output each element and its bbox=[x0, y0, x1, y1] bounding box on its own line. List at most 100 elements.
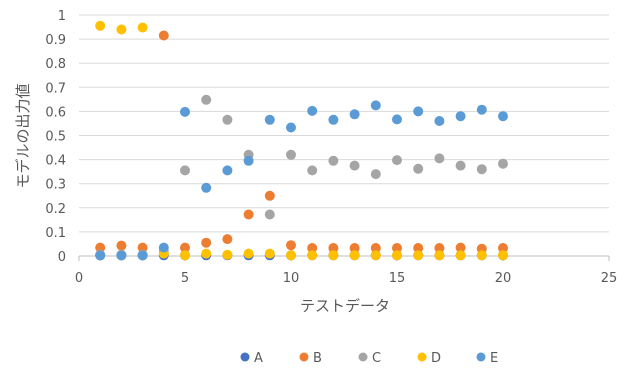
point-d bbox=[137, 22, 148, 33]
point-c bbox=[201, 94, 212, 105]
point-b bbox=[95, 242, 106, 253]
point-e bbox=[413, 106, 424, 117]
y-tick-label: 0 bbox=[58, 250, 66, 265]
axes bbox=[78, 255, 610, 261]
point-c bbox=[413, 163, 424, 174]
y-tick-label: 0.4 bbox=[45, 154, 66, 169]
y-tick-label: 0.2 bbox=[45, 202, 66, 217]
point-b bbox=[264, 190, 275, 201]
point-b bbox=[328, 243, 339, 253]
y-tick-label: 0.8 bbox=[45, 57, 66, 72]
y-tick-label: 0.9 bbox=[45, 33, 66, 48]
point-c bbox=[180, 165, 190, 176]
point-c bbox=[286, 149, 296, 160]
point-e bbox=[434, 116, 445, 126]
point-d bbox=[307, 250, 318, 261]
point-d bbox=[498, 250, 508, 261]
point-e bbox=[328, 114, 339, 125]
point-b bbox=[392, 243, 402, 253]
x-tick-label: 20 bbox=[495, 271, 512, 286]
legend-marker-a bbox=[240, 352, 250, 362]
point-e bbox=[286, 122, 296, 133]
point-c bbox=[328, 155, 339, 166]
y-axis-title: モデルの出力値 bbox=[14, 83, 32, 188]
point-e bbox=[116, 250, 127, 261]
x-tick-labels: 0 5 10 15 20 25 bbox=[75, 271, 617, 286]
point-b bbox=[370, 243, 381, 253]
y-tick-label: 0.3 bbox=[45, 178, 66, 193]
point-e bbox=[476, 104, 487, 115]
point-e bbox=[455, 111, 466, 122]
point-d bbox=[222, 249, 233, 260]
point-e bbox=[264, 114, 275, 125]
point-b bbox=[137, 242, 148, 253]
point-d bbox=[95, 20, 106, 31]
x-tick-label: 10 bbox=[283, 271, 300, 286]
point-d bbox=[180, 250, 190, 261]
point-b bbox=[413, 243, 424, 253]
point-e bbox=[498, 111, 508, 122]
point-e bbox=[243, 155, 254, 166]
point-d bbox=[370, 250, 381, 261]
x-axis-title: テストデータ bbox=[300, 297, 390, 315]
y-tick-label: 0.6 bbox=[45, 105, 66, 120]
point-d bbox=[434, 250, 445, 261]
y-tick-label: 1 bbox=[58, 9, 66, 24]
point-c bbox=[498, 158, 508, 169]
legend-label-c: C bbox=[372, 351, 381, 366]
point-d bbox=[286, 250, 296, 261]
y-tick-label: 0.7 bbox=[45, 81, 66, 96]
point-b bbox=[455, 242, 466, 253]
point-e bbox=[201, 182, 212, 193]
point-b bbox=[349, 243, 360, 253]
point-b bbox=[498, 243, 508, 253]
x-tick-label: 15 bbox=[389, 271, 406, 286]
point-c bbox=[349, 160, 360, 171]
legend-label-a: A bbox=[254, 351, 263, 366]
point-e bbox=[349, 109, 360, 120]
legend-label-e: E bbox=[490, 351, 498, 366]
point-e bbox=[137, 250, 148, 261]
data-points bbox=[95, 20, 508, 261]
gridlines bbox=[79, 14, 609, 233]
point-c bbox=[392, 155, 402, 166]
y-tick-labels: 0 0.1 0.2 0.3 0.4 0.5 0.6 0.7 0.8 0.9 1 bbox=[45, 9, 66, 265]
point-b bbox=[158, 30, 169, 41]
point-e bbox=[158, 242, 169, 253]
point-e bbox=[222, 165, 233, 176]
point-c bbox=[455, 160, 466, 171]
point-e bbox=[95, 250, 106, 261]
point-b bbox=[222, 234, 233, 245]
point-d bbox=[392, 250, 402, 261]
point-b bbox=[180, 242, 190, 253]
point-d bbox=[455, 250, 466, 261]
point-c bbox=[264, 209, 275, 220]
y-tick-label: 0.5 bbox=[45, 130, 66, 145]
legend-marker-e bbox=[476, 352, 486, 362]
y-tick-label: 0.1 bbox=[45, 226, 66, 241]
legend-label-d: D bbox=[431, 351, 441, 366]
x-tick-label: 5 bbox=[181, 271, 189, 286]
point-c bbox=[307, 165, 318, 176]
point-b bbox=[116, 240, 127, 251]
point-b bbox=[307, 243, 318, 253]
x-tick-label: 25 bbox=[601, 271, 618, 286]
point-d bbox=[243, 248, 254, 259]
point-d bbox=[413, 250, 424, 261]
point-b bbox=[434, 243, 445, 253]
point-e bbox=[180, 106, 190, 117]
point-b bbox=[243, 209, 254, 220]
point-d bbox=[201, 248, 212, 259]
point-d bbox=[116, 24, 127, 35]
point-d bbox=[349, 250, 360, 261]
point-c bbox=[222, 114, 233, 125]
legend-marker-b bbox=[299, 352, 309, 362]
legend-marker-d bbox=[417, 352, 427, 362]
point-b bbox=[201, 237, 212, 248]
point-d bbox=[264, 248, 275, 259]
legend-marker-c bbox=[358, 352, 368, 362]
point-e bbox=[392, 114, 402, 125]
legend: A B C D E bbox=[240, 351, 498, 366]
legend-label-b: B bbox=[313, 351, 322, 366]
